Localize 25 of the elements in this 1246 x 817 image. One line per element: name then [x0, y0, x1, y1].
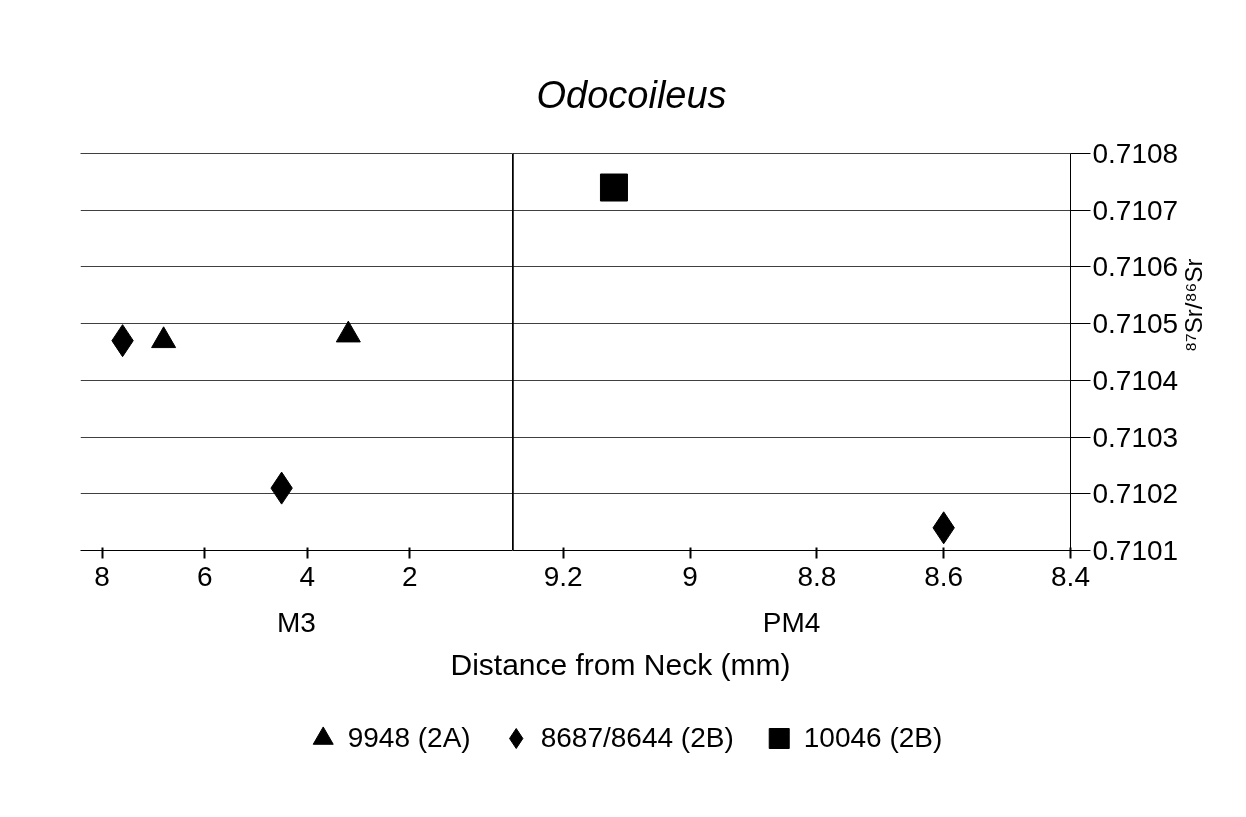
x-tick-label: 8.4: [1051, 560, 1090, 592]
x-axis-title: PM4: [762, 606, 821, 638]
x-tick-label: 8.8: [797, 560, 837, 592]
x-tick-label: 4: [299, 560, 316, 592]
chart-title: Odocoileus: [536, 74, 727, 116]
y-tick-label: 0.7102: [1092, 478, 1179, 510]
legend-label: 8687/8644 (2B): [540, 721, 734, 754]
y-tick-label: 0.7106: [1092, 251, 1179, 283]
legend-label: 9948 (2A): [347, 721, 471, 754]
x-tick-label: 8: [94, 560, 110, 592]
x-tick-label: 2: [402, 560, 418, 592]
x-tick-label: 9: [682, 560, 698, 592]
text: Distance from Neck (mm): [450, 647, 791, 681]
x-tick-label: 9.2: [543, 560, 583, 592]
y-tick-label: 0.7103: [1092, 421, 1179, 453]
y-axis-title: ⁸⁷Sr/⁸⁶Sr: [1179, 258, 1207, 352]
y-tick-label: 0.7101: [1092, 535, 1179, 566]
y-tick-label: 0.7104: [1092, 364, 1179, 396]
y-tick-label: 0.7105: [1092, 308, 1179, 340]
x-axis-title: M3: [277, 606, 316, 638]
x-tick-label: 6: [196, 560, 213, 592]
y-tick-label: 0.7107: [1092, 194, 1179, 226]
legend-label: 10046 (2B): [803, 721, 943, 754]
y-tick-label: 0.7108: [1092, 138, 1179, 169]
x-tick-label: 8.6: [924, 560, 964, 592]
